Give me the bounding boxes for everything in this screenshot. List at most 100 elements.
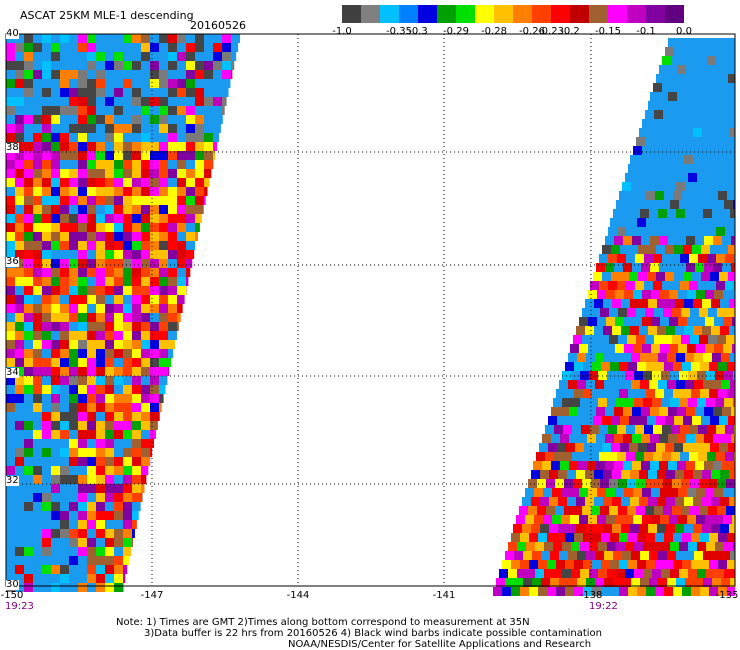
data-pixel — [6, 439, 15, 448]
data-pixel — [51, 565, 60, 574]
data-pixel — [159, 232, 168, 241]
data-pixel — [642, 119, 651, 128]
data-pixel — [679, 200, 688, 209]
data-pixel — [613, 380, 622, 389]
data-pixel — [729, 470, 735, 479]
data-pixel — [42, 169, 51, 178]
data-pixel — [60, 502, 69, 511]
data-pixel — [644, 227, 653, 236]
data-pixel — [657, 326, 666, 335]
data-pixel — [69, 520, 78, 529]
data-pixel — [706, 569, 715, 578]
data-pixel — [24, 520, 33, 529]
data-pixel — [610, 389, 619, 398]
data-pixel — [123, 574, 126, 583]
data-pixel — [15, 349, 24, 358]
data-pixel — [123, 502, 132, 511]
data-pixel — [42, 556, 51, 565]
data-pixel — [635, 425, 644, 434]
data-pixel — [580, 371, 589, 380]
data-pixel — [51, 475, 60, 484]
data-pixel — [15, 466, 24, 475]
data-pixel — [96, 88, 105, 97]
data-pixel — [663, 308, 672, 317]
data-pixel — [159, 115, 168, 124]
data-pixel — [715, 173, 724, 182]
data-pixel — [222, 61, 231, 70]
data-pixel — [51, 115, 60, 124]
data-pixel — [132, 484, 141, 493]
data-pixel — [186, 286, 187, 295]
data-pixel — [644, 425, 653, 434]
data-pixel — [573, 506, 582, 515]
data-pixel — [60, 223, 69, 232]
data-pixel — [599, 281, 608, 290]
data-pixel — [69, 214, 78, 223]
data-pixel — [652, 398, 661, 407]
data-pixel — [78, 331, 87, 340]
data-pixel — [721, 353, 730, 362]
data-pixel — [6, 538, 15, 547]
data-pixel — [96, 421, 105, 430]
data-pixel — [96, 349, 105, 358]
data-pixel — [659, 434, 668, 443]
data-pixel — [78, 376, 87, 385]
data-pixel — [24, 97, 33, 106]
data-pixel — [624, 488, 633, 497]
data-pixel — [195, 115, 204, 124]
data-pixel — [526, 542, 535, 551]
data-pixel — [168, 79, 177, 88]
data-pixel — [105, 475, 114, 484]
data-pixel — [168, 358, 172, 367]
data-pixel — [69, 151, 78, 160]
data-pixel — [33, 52, 42, 61]
data-pixel — [78, 124, 87, 133]
data-pixel — [6, 502, 15, 511]
data-pixel — [177, 295, 185, 304]
data-pixel — [33, 385, 42, 394]
data-pixel — [643, 173, 652, 182]
data-pixel — [626, 254, 635, 263]
data-pixel — [596, 434, 605, 443]
data-pixel — [694, 182, 703, 191]
data-pixel — [105, 205, 114, 214]
data-pixel — [700, 389, 709, 398]
data-pixel — [168, 268, 177, 277]
data-pixel — [726, 110, 735, 119]
data-pixel — [672, 308, 681, 317]
data-pixel — [195, 142, 204, 151]
data-pixel — [150, 133, 159, 142]
data-pixel — [594, 524, 603, 533]
data-pixel — [150, 304, 159, 313]
data-pixel — [605, 407, 614, 416]
data-pixel — [655, 362, 664, 371]
data-pixel — [42, 115, 51, 124]
data-pixel — [60, 286, 69, 295]
data-pixel — [732, 344, 735, 353]
data-pixel — [105, 250, 114, 259]
data-pixel — [78, 133, 87, 142]
data-pixel — [141, 250, 150, 259]
data-pixel — [15, 115, 24, 124]
data-pixel — [673, 533, 682, 542]
data-pixel — [159, 277, 168, 286]
data-pixel — [51, 403, 60, 412]
data-pixel — [141, 88, 150, 97]
data-pixel — [601, 587, 610, 596]
data-pixel — [669, 290, 678, 299]
data-pixel — [186, 88, 195, 97]
data-pixel — [731, 263, 735, 272]
data-pixel — [653, 227, 662, 236]
data-pixel — [733, 398, 735, 407]
data-pixel — [141, 349, 150, 358]
data-pixel — [635, 227, 644, 236]
data-pixel — [508, 569, 517, 578]
data-pixel — [87, 160, 96, 169]
data-pixel — [159, 286, 168, 295]
data-pixel — [696, 317, 705, 326]
data-pixel — [114, 304, 123, 313]
data-pixel — [24, 88, 33, 97]
data-pixel — [693, 326, 702, 335]
data-pixel — [540, 497, 549, 506]
data-pixel — [132, 79, 141, 88]
